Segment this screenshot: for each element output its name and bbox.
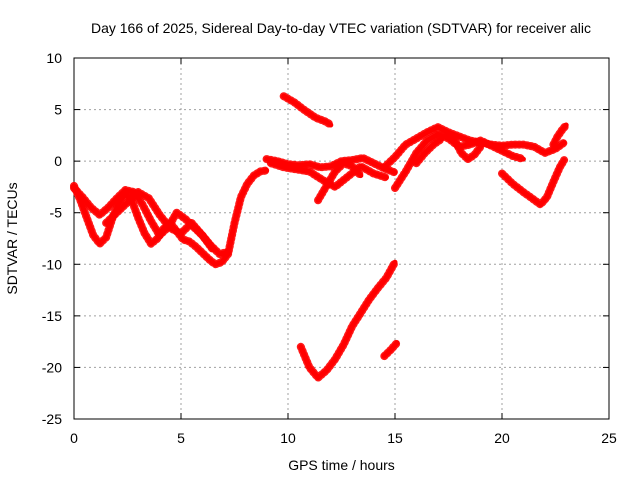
plot-frame (73, 57, 610, 420)
series-markers-trace-l (498, 156, 569, 209)
series-markers-trace-c (102, 188, 218, 254)
y-tick-label: 10 (46, 50, 62, 66)
axis-ticks: 0 5 10 15 20 25 -25 -20 -15 -10 -5 0 5 10 (42, 50, 617, 446)
y-tick-label: 0 (54, 153, 62, 169)
series-markers-trace-o (380, 338, 402, 361)
y-tick-label: -25 (42, 411, 62, 427)
y-tick-label: -10 (42, 256, 62, 272)
x-tick-label: 10 (280, 430, 296, 446)
chart-title: Day 166 of 2025, Sidereal Day-to-day VTE… (91, 20, 591, 36)
series-markers-trace-k (412, 134, 447, 168)
x-tick-label: 15 (387, 430, 403, 446)
y-axis-label: SDTVAR / TECUs (4, 182, 20, 294)
y-tick-label: -20 (42, 359, 62, 375)
x-tick-label: 0 (70, 430, 78, 446)
y-tick-label: -5 (50, 205, 63, 221)
y-tick-label: -15 (42, 308, 62, 324)
series-markers-trace-j (444, 130, 485, 164)
series-markers-trace-g (279, 92, 335, 129)
series-group (70, 92, 571, 382)
series-markers-trace-n (296, 258, 399, 382)
x-tick-label: 5 (177, 430, 185, 446)
x-axis-label: GPS time / hours (288, 457, 395, 473)
x-tick-label: 20 (494, 430, 510, 446)
series-markers-trace-m (549, 121, 571, 149)
x-tick-label: 25 (601, 430, 617, 446)
y-tick-label: 5 (54, 102, 62, 118)
series-markers-trace-f (314, 159, 365, 205)
